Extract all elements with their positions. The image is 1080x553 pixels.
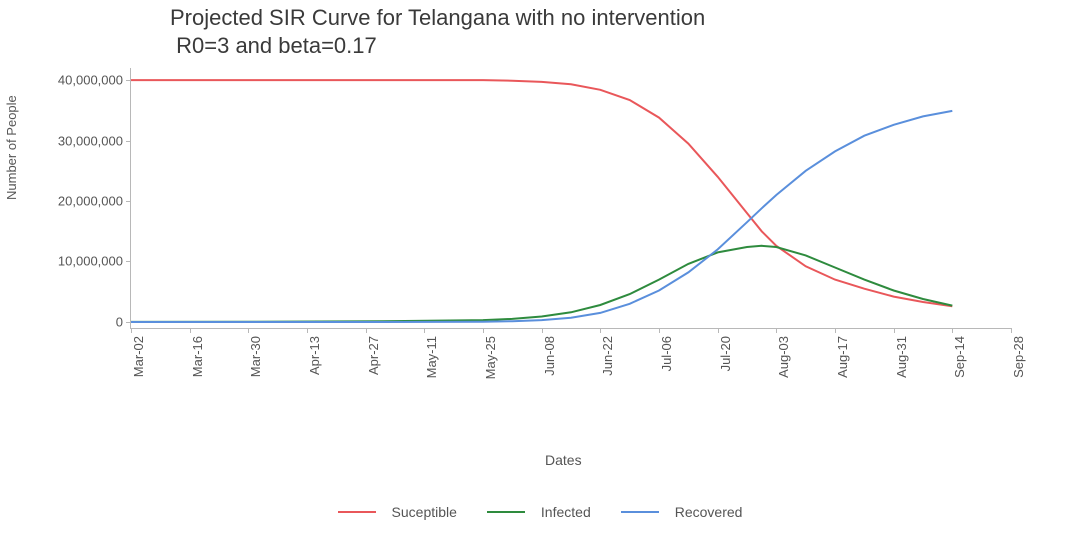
xtick-mark <box>248 328 249 333</box>
legend-swatch <box>338 511 376 513</box>
legend-swatch <box>621 511 659 513</box>
xtick-label: Sep-28 <box>1011 336 1026 378</box>
xtick-mark <box>600 328 601 333</box>
xtick-mark <box>131 328 132 333</box>
xtick-label: Jun-08 <box>542 336 557 376</box>
sir-chart: Projected SIR Curve for Telangana with n… <box>0 0 1080 553</box>
xtick-label: Aug-31 <box>894 336 909 378</box>
legend-swatch <box>487 511 525 513</box>
xtick-mark <box>307 328 308 333</box>
ytick-label: 40,000,000 <box>58 73 131 88</box>
xtick-mark <box>190 328 191 333</box>
x-axis-label: Dates <box>545 452 582 468</box>
xtick-mark <box>424 328 425 333</box>
xtick-label: May-25 <box>483 336 498 379</box>
xtick-mark <box>542 328 543 333</box>
xtick-label: Aug-03 <box>776 336 791 378</box>
xtick-mark <box>894 328 895 333</box>
xtick-mark <box>776 328 777 333</box>
series-suceptible <box>131 80 952 306</box>
xtick-label: Jul-06 <box>659 336 674 371</box>
chart-title: Projected SIR Curve for Telangana with n… <box>170 4 1020 59</box>
xtick-label: Jul-20 <box>718 336 733 371</box>
xtick-mark <box>835 328 836 333</box>
xtick-label: Mar-16 <box>190 336 205 377</box>
chart-title-line1: Projected SIR Curve for Telangana with n… <box>170 4 1020 32</box>
xtick-mark <box>718 328 719 333</box>
xtick-label: Apr-13 <box>307 336 322 375</box>
ytick-label: 10,000,000 <box>58 254 131 269</box>
xtick-mark <box>952 328 953 333</box>
legend-label: Recovered <box>675 504 743 520</box>
xtick-label: May-11 <box>424 336 439 378</box>
xtick-mark <box>659 328 660 333</box>
legend-label: Suceptible <box>392 504 457 520</box>
plot-area: 010,000,00020,000,00030,000,00040,000,00… <box>130 68 1011 329</box>
xtick-label: Mar-02 <box>131 336 146 377</box>
xtick-mark <box>1011 328 1012 333</box>
ytick-label: 20,000,000 <box>58 194 131 209</box>
legend-item-infected: Infected <box>487 504 591 520</box>
xtick-mark <box>483 328 484 333</box>
xtick-label: Apr-27 <box>366 336 381 375</box>
ytick-label: 30,000,000 <box>58 133 131 148</box>
legend-label: Infected <box>541 504 591 520</box>
y-axis-label: Number of People <box>4 95 19 200</box>
line-series-svg <box>131 68 1011 328</box>
series-recovered <box>131 111 952 322</box>
xtick-mark <box>366 328 367 333</box>
chart-title-line2: R0=3 and beta=0.17 <box>170 32 1020 60</box>
legend: Suceptible Infected Recovered <box>0 504 1080 520</box>
xtick-label: Aug-17 <box>835 336 850 378</box>
xtick-label: Mar-30 <box>248 336 263 377</box>
series-infected <box>131 246 952 322</box>
xtick-label: Jun-22 <box>600 336 615 376</box>
legend-item-suceptible: Suceptible <box>338 504 457 520</box>
xtick-label: Sep-14 <box>952 336 967 378</box>
legend-item-recovered: Recovered <box>621 504 743 520</box>
ytick-label: 0 <box>116 314 131 329</box>
